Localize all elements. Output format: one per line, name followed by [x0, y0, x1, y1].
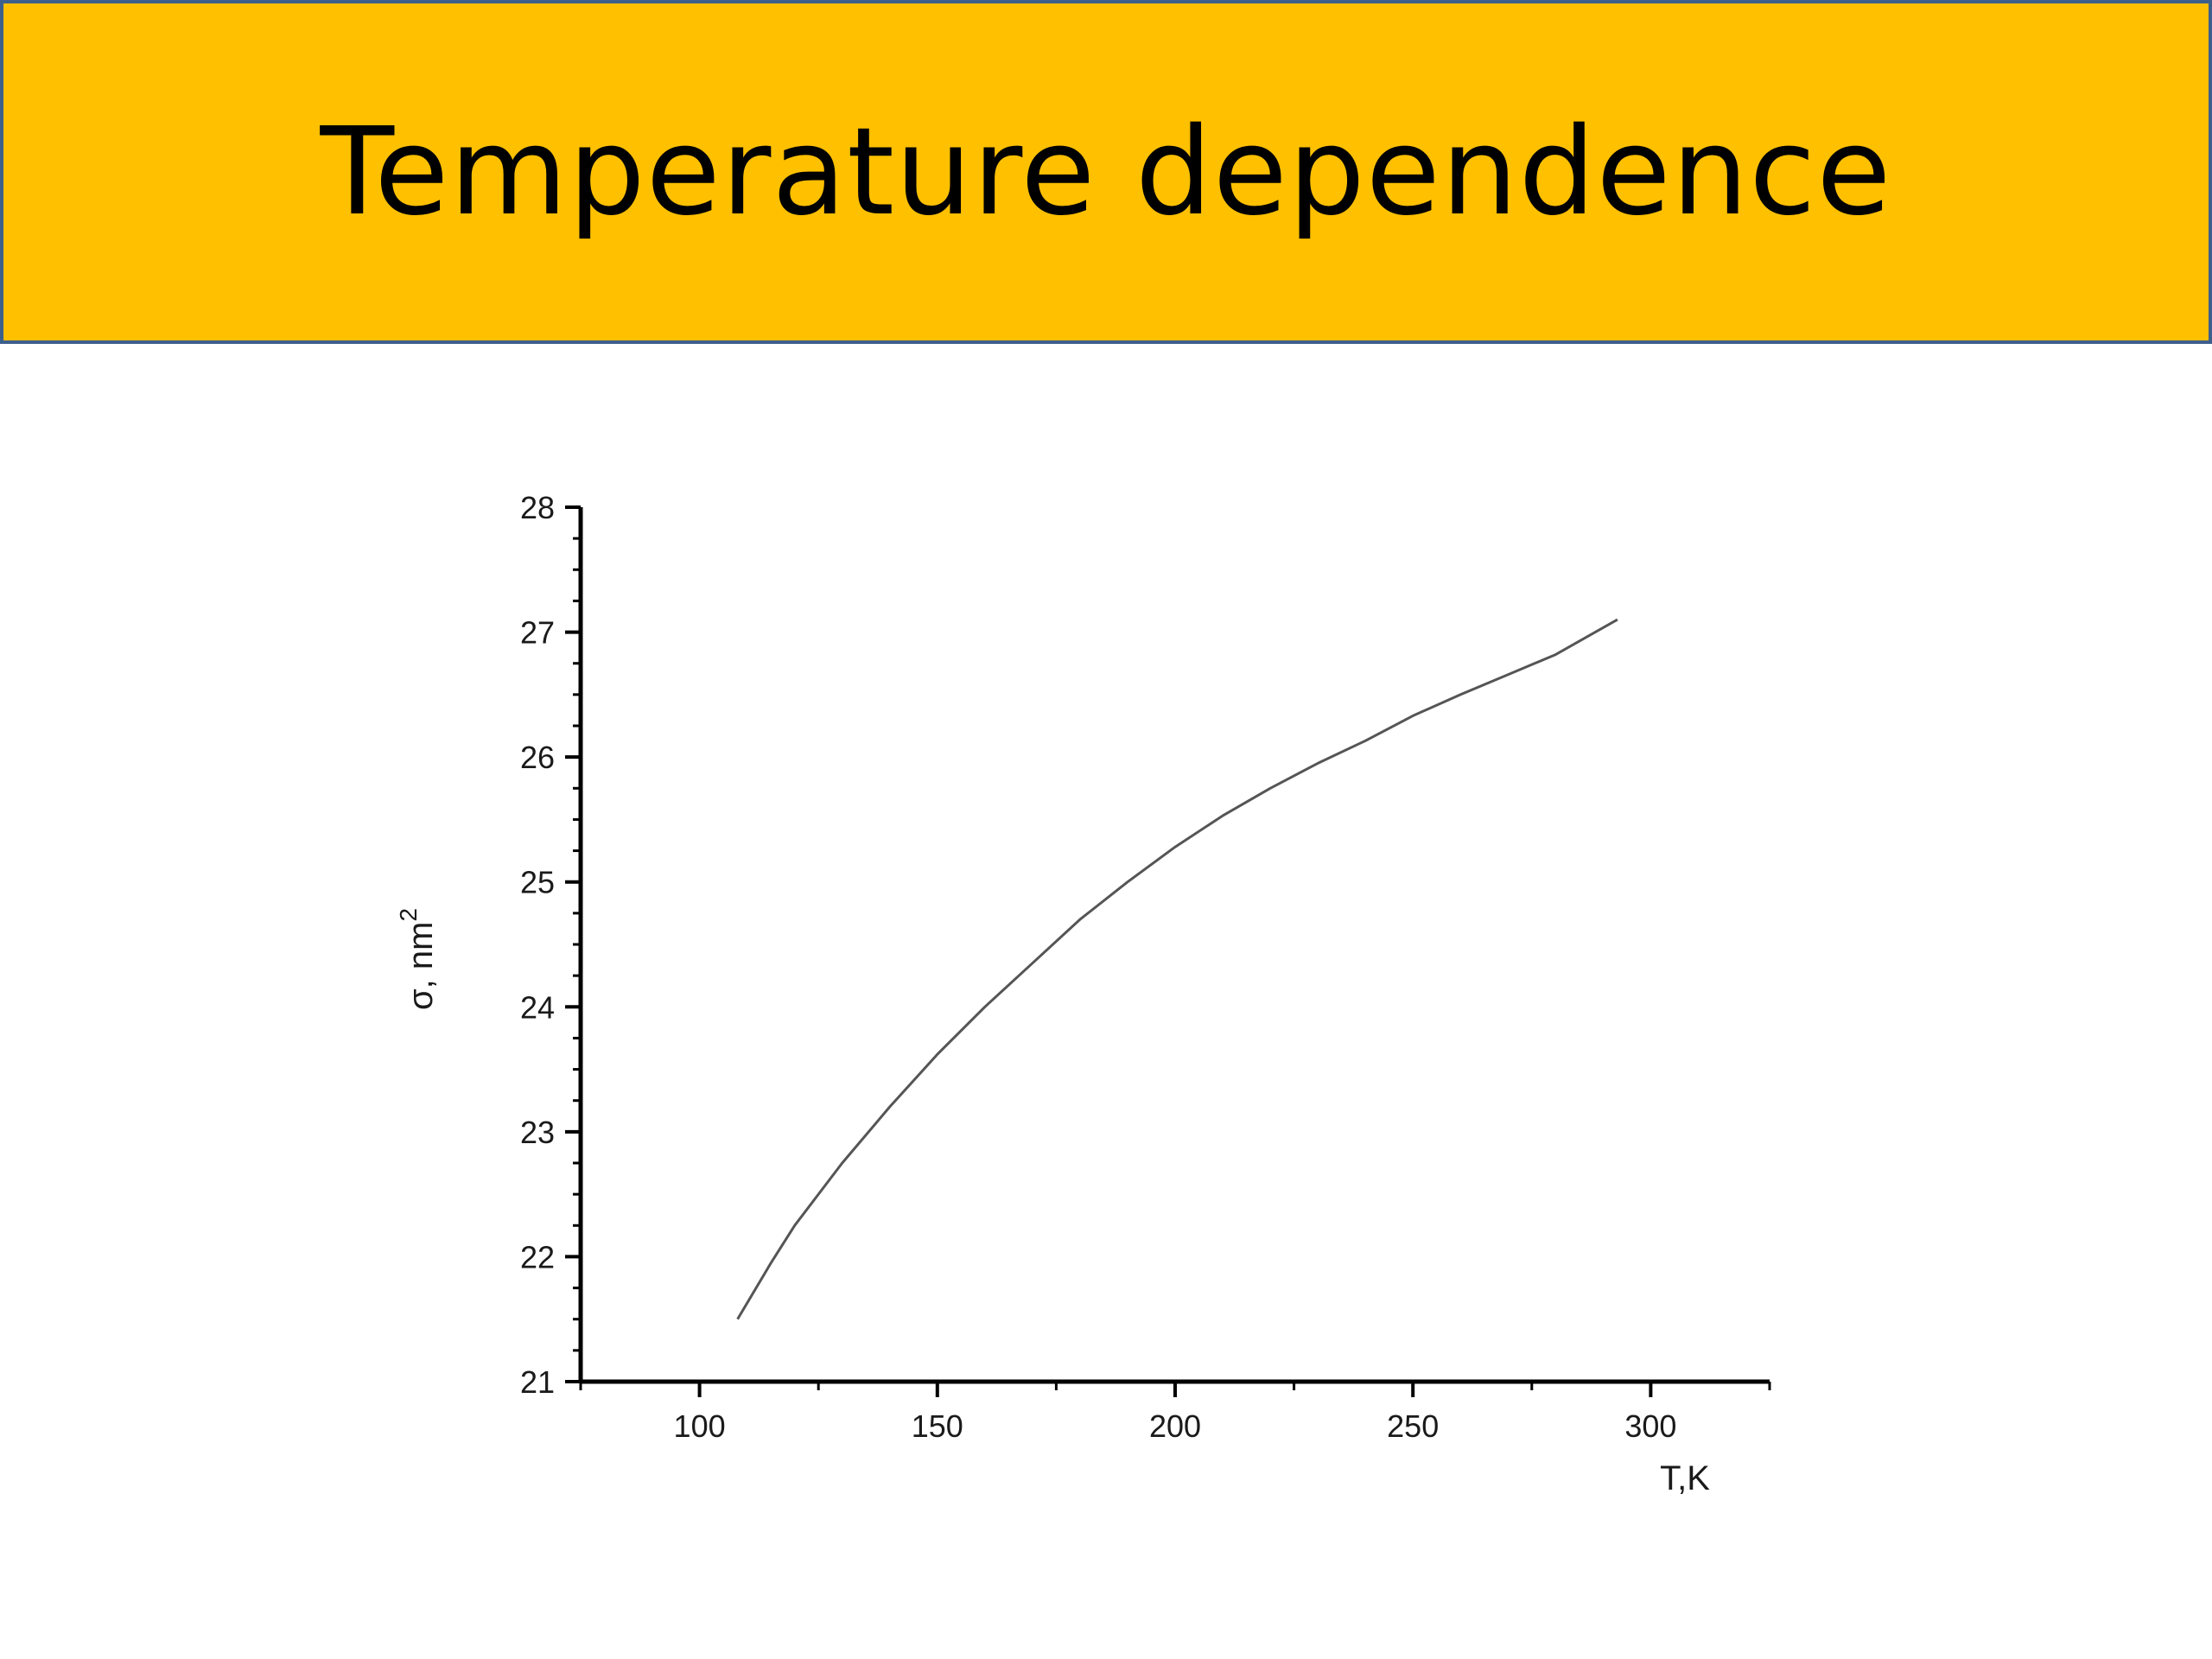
x-tick-label: 100	[674, 1408, 726, 1444]
series-line	[736, 618, 1618, 1320]
y-tick-label: 26	[520, 740, 555, 775]
slide-title: Temperature dependence	[320, 101, 1892, 243]
title-banner: Temperature dependence	[0, 0, 2212, 344]
y-axis-title-base: σ, nm	[402, 922, 440, 1010]
y-tick-label: 28	[520, 490, 555, 525]
y-axis-title: σ, nm2	[395, 908, 440, 1010]
y-tick-label: 22	[520, 1239, 555, 1274]
x-tick-label: 150	[912, 1408, 963, 1444]
chart-axes	[578, 507, 1770, 1384]
y-axis-title-superscript: 2	[395, 908, 422, 922]
y-tick-label: 27	[520, 615, 555, 651]
x-axis-title: T,K	[1660, 1459, 1710, 1497]
x-tick-label: 200	[1149, 1408, 1201, 1444]
chart-series	[736, 618, 1618, 1320]
x-tick-label: 300	[1624, 1408, 1676, 1444]
y-tick-label: 24	[520, 989, 555, 1025]
y-tick-label: 25	[520, 865, 555, 900]
x-tick-label: 250	[1387, 1408, 1439, 1444]
chart-ticks: 21 22 23 24 25 26 27 28 100 150 200 250 300	[520, 490, 1771, 1444]
y-tick-label: 23	[520, 1115, 555, 1150]
y-tick-label: 21	[520, 1364, 555, 1400]
